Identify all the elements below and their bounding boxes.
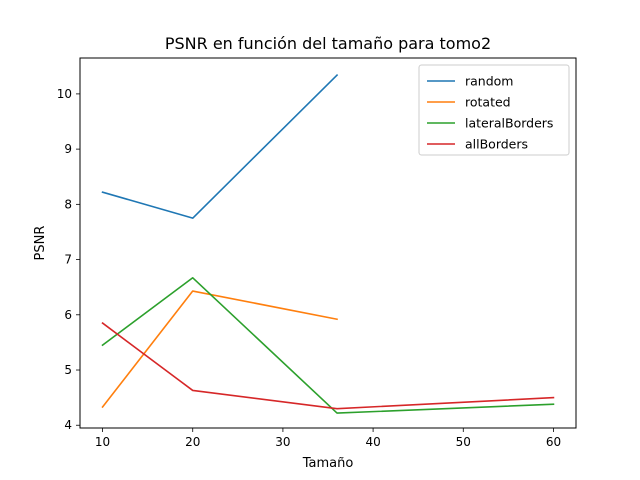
y-axis-label: PSNR [33, 226, 48, 261]
plot-frame [79, 57, 577, 429]
series-line-random [101, 73, 339, 219]
x-tick-label: 10 [95, 435, 110, 449]
x-tick-label: 60 [546, 435, 561, 449]
legend-box [418, 64, 570, 156]
y-tick-label: 8 [64, 197, 72, 211]
y-tick-label: 9 [64, 142, 72, 156]
x-axis-ticks: 10 20 30 40 50 60 [95, 428, 561, 449]
series-line-lateralBorders [101, 276, 555, 414]
series-line-rotated [101, 290, 338, 409]
legend: random rotated lateralBorders allBorders [418, 64, 570, 156]
x-tick-label: 50 [456, 435, 471, 449]
chart-title: PSNR en función del tamaño para tomo2 [165, 34, 491, 53]
x-tick-label: 30 [275, 435, 290, 449]
x-axis-label: Tamaño [302, 456, 354, 471]
y-tick-label: 10 [57, 87, 72, 101]
y-tick-label: 6 [64, 308, 72, 322]
legend-label-lateralBorders: lateralBorders [465, 116, 553, 131]
series-line-allBorders [101, 321, 555, 410]
plot-lines [101, 73, 555, 414]
y-axis-ticks: 4 5 6 7 8 9 10 [57, 87, 80, 432]
y-tick-label: 7 [64, 253, 72, 267]
y-tick-label: 4 [64, 418, 72, 432]
legend-label-random: random [465, 74, 513, 89]
y-tick-label: 5 [64, 363, 72, 377]
x-tick-label: 20 [185, 435, 200, 449]
legend-label-rotated: rotated [465, 95, 511, 110]
x-tick-label: 40 [365, 435, 380, 449]
legend-label-allBorders: allBorders [465, 137, 528, 152]
